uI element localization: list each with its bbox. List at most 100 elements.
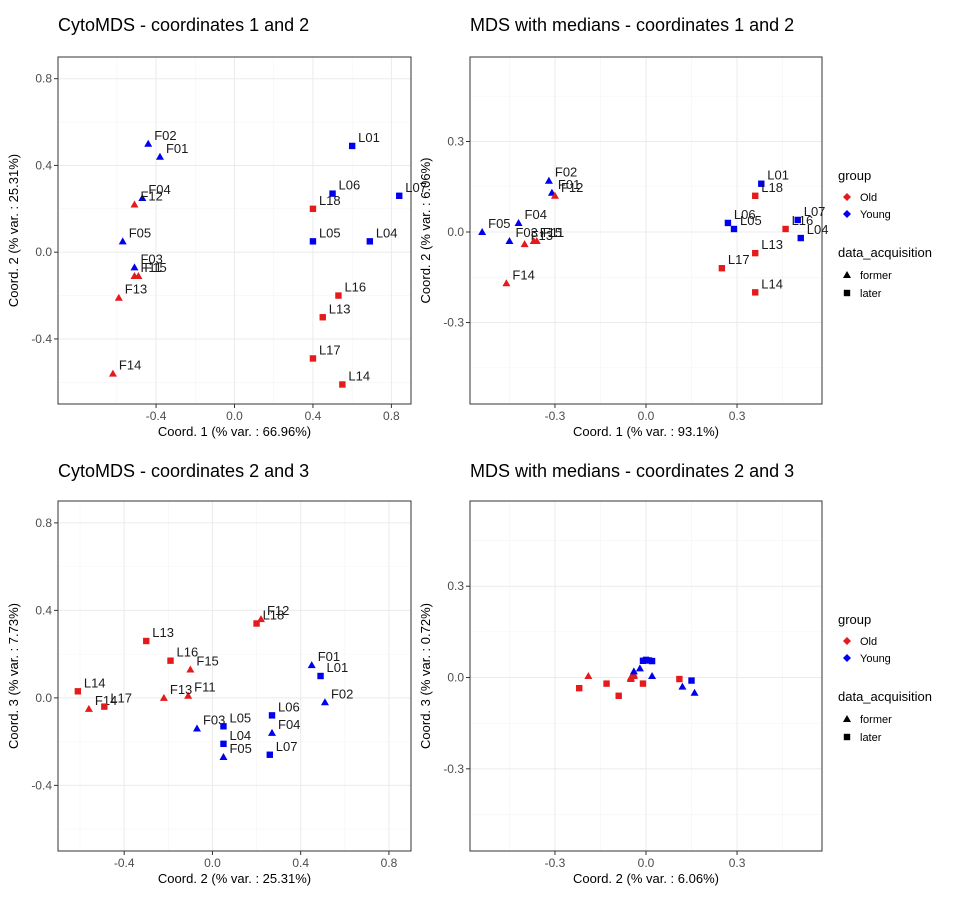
- data-point: [730, 225, 738, 233]
- data-point: [108, 369, 117, 377]
- point-label: F15: [196, 653, 218, 668]
- scatter-points: F01F02F03F04F05F11F12F13F14F15L01L04L05L…: [108, 128, 427, 388]
- point-label: F04: [525, 207, 547, 222]
- point-label: F03: [140, 251, 162, 266]
- y-tick-label: 0.8: [35, 516, 52, 530]
- point-label: F14: [119, 358, 141, 373]
- legend-key-shape: [843, 271, 851, 278]
- point-label: F14: [512, 267, 534, 282]
- legend-key-shape: [843, 289, 851, 297]
- point-label: L04: [229, 728, 251, 743]
- legend-key-diamond: [843, 637, 851, 645]
- point-label: F12: [561, 180, 583, 195]
- data-point: [678, 682, 687, 690]
- data-point: [752, 249, 759, 257]
- y-tick-label: 0.3: [447, 134, 464, 148]
- data-point: [396, 192, 403, 199]
- data-point: [309, 355, 317, 362]
- point-label: L13: [329, 301, 351, 316]
- data-point: [648, 657, 656, 665]
- chart-panel-2: MDS with medians - coordinates 1 and 2 -0…: [418, 15, 932, 439]
- point-label: L04: [807, 222, 829, 237]
- y-axis-title: Coord. 2 (% var. : 6.06%): [418, 158, 433, 304]
- data-point: [544, 176, 553, 184]
- x-tick-label: 0.4: [292, 856, 309, 870]
- data-point: [268, 728, 277, 736]
- point-label: F12: [267, 603, 289, 618]
- x-axis-title: Coord. 1 (% var. : 93.1%): [573, 424, 719, 439]
- y-axis-title: Coord. 2 (% var. : 25.31%): [6, 154, 21, 307]
- y-tick-label: -0.4: [31, 778, 52, 792]
- point-label: F02: [331, 686, 353, 701]
- data-point: [635, 664, 644, 672]
- point-label: L01: [358, 130, 380, 145]
- data-point: [319, 314, 326, 321]
- data-point: [253, 620, 260, 627]
- x-axis-title: Coord. 1 (% var. : 66.96%): [158, 424, 311, 439]
- x-axis-title: Coord. 2 (% var. : 6.06%): [573, 871, 719, 886]
- panel-border: [57, 500, 412, 852]
- data-point: [782, 225, 789, 233]
- point-label: F13: [170, 682, 192, 697]
- point-label: L06: [734, 207, 756, 222]
- point-label: L01: [327, 660, 349, 675]
- data-point: [529, 237, 538, 245]
- y-tick-label: 0.0: [35, 245, 52, 259]
- data-point: [266, 751, 273, 758]
- legend-group-title: group: [838, 612, 871, 627]
- point-label: F04: [278, 717, 300, 732]
- chart-panel-3: CytoMDS - coordinates 2 and 3 -0.4 0.0 0.4 0…: [6, 461, 412, 886]
- x-tick-label: -0.3: [545, 409, 566, 423]
- plot-background: [58, 501, 411, 851]
- legend-group-label: Old: [860, 636, 877, 648]
- x-tick-label: -0.4: [146, 409, 167, 423]
- point-label: F02: [555, 165, 577, 180]
- x-tick-label: 0.0: [226, 409, 243, 423]
- legend-acq-label: former: [860, 714, 892, 726]
- data-point: [317, 672, 324, 680]
- data-point: [584, 672, 593, 679]
- point-label: L07: [804, 204, 826, 219]
- data-point: [724, 219, 732, 227]
- data-point: [550, 191, 559, 199]
- legend-group-label: Young: [860, 653, 891, 665]
- point-label: L14: [761, 276, 783, 291]
- data-point: [520, 240, 529, 248]
- point-label: L17: [728, 252, 750, 267]
- point-label: L14: [348, 368, 370, 383]
- data-point: [366, 238, 374, 245]
- y-tick-label: 0.0: [35, 691, 52, 705]
- x-tick-label: 0.3: [729, 409, 746, 423]
- data-point: [797, 234, 804, 242]
- y-tick-label: 0.8: [35, 72, 52, 86]
- legend-acq-title: data_acquisition: [838, 689, 932, 704]
- data-point: [794, 216, 801, 224]
- data-point: [629, 667, 638, 675]
- legend-key-diamond: [843, 193, 851, 201]
- point-label: L05: [740, 213, 762, 228]
- data-point: [576, 684, 583, 692]
- data-point: [690, 688, 699, 696]
- point-label: F15: [540, 225, 562, 240]
- point-label: F01: [166, 141, 188, 156]
- point-label: L06: [278, 699, 300, 714]
- point-label: F11: [140, 260, 161, 275]
- data-point: [130, 200, 139, 208]
- point-label: F12: [140, 188, 162, 203]
- point-label: F05: [229, 741, 251, 756]
- legend-key-shape: [843, 715, 851, 722]
- point-label: F05: [129, 225, 151, 240]
- data-point: [186, 665, 195, 673]
- data-point: [101, 703, 108, 710]
- x-tick-label: 0.3: [729, 856, 746, 870]
- data-point: [758, 180, 765, 187]
- data-point: [84, 704, 93, 712]
- data-point: [502, 279, 511, 287]
- point-label: F04: [148, 182, 170, 197]
- legend-acq-label: later: [860, 732, 882, 744]
- y-axis-title: Coord. 3 (% var. : 7.73%): [6, 603, 21, 749]
- x-tick-label: -0.3: [545, 856, 566, 870]
- point-label: L16: [344, 280, 366, 295]
